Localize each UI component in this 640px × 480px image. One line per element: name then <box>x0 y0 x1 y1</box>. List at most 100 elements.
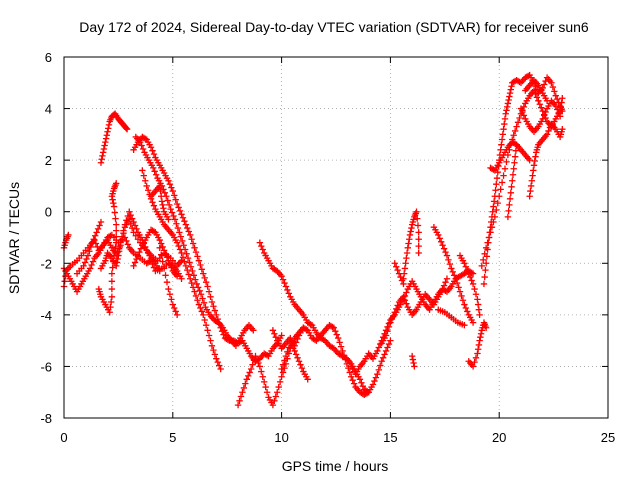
data-point <box>110 203 118 210</box>
data-point <box>403 254 410 262</box>
data-point <box>105 125 112 132</box>
data-points <box>60 71 566 409</box>
data-point <box>207 337 214 344</box>
data-point <box>506 195 514 203</box>
data-point <box>281 357 288 364</box>
data-point <box>485 234 493 241</box>
data-point <box>89 258 97 265</box>
data-point <box>462 263 470 270</box>
data-point <box>307 321 314 328</box>
data-point <box>118 233 126 240</box>
grid <box>64 57 608 418</box>
data-point <box>191 288 198 295</box>
data-point <box>475 341 483 349</box>
data-point <box>514 119 522 126</box>
data-point <box>284 286 291 294</box>
data-point <box>272 393 279 400</box>
data-point <box>171 192 178 199</box>
data-point <box>99 152 106 160</box>
data-point <box>144 187 152 194</box>
data-point <box>388 315 396 323</box>
data-point <box>216 362 223 369</box>
data-point <box>291 342 298 349</box>
data-point <box>113 221 120 228</box>
data-point <box>197 304 204 312</box>
data-point <box>109 196 116 203</box>
data-point <box>188 236 195 243</box>
data-point <box>234 401 242 409</box>
data-point <box>279 276 287 283</box>
data-point <box>202 321 210 329</box>
data-point <box>169 301 176 308</box>
data-point <box>200 311 207 319</box>
data-point <box>490 203 497 210</box>
data-point <box>480 256 487 264</box>
data-point <box>378 358 385 365</box>
data-point <box>159 201 166 209</box>
data-point <box>500 126 507 133</box>
data-point <box>173 220 180 227</box>
data-point <box>506 89 514 97</box>
data-point <box>100 145 108 153</box>
data-point <box>252 352 259 360</box>
data-point <box>397 273 404 281</box>
data-point <box>199 295 206 302</box>
data-point <box>478 262 485 270</box>
data-point <box>359 382 367 390</box>
data-point <box>375 366 382 374</box>
data-point <box>439 242 446 249</box>
data-point <box>459 297 467 304</box>
data-point <box>472 354 480 362</box>
data-point <box>334 334 342 342</box>
data-point <box>493 181 500 188</box>
data-point <box>481 250 488 258</box>
data-point <box>285 290 293 297</box>
data-point <box>126 208 133 215</box>
data-point <box>152 171 160 178</box>
data-point <box>311 336 319 343</box>
data-point <box>159 243 166 251</box>
data-point <box>160 247 168 254</box>
data-point <box>504 100 512 107</box>
data-point <box>440 282 448 289</box>
data-point <box>61 278 68 285</box>
data-point <box>182 221 190 228</box>
data-point <box>487 229 494 236</box>
data-point <box>272 334 279 341</box>
data-point <box>377 340 384 348</box>
data-point <box>492 187 499 194</box>
data-point <box>466 273 474 281</box>
data-point <box>415 249 422 257</box>
data-point <box>503 103 511 111</box>
data-point <box>162 272 169 279</box>
data-point <box>160 265 168 272</box>
data-point <box>390 312 397 319</box>
data-point <box>217 365 224 373</box>
x-tick-label: 5 <box>169 430 176 445</box>
data-point <box>164 197 171 204</box>
data-point <box>260 378 268 386</box>
data-point <box>385 340 393 348</box>
data-point <box>540 81 548 88</box>
data-point <box>133 255 140 263</box>
data-point <box>124 241 132 248</box>
data-point <box>165 216 172 223</box>
data-point <box>178 257 185 264</box>
data-point <box>391 260 398 267</box>
data-point <box>204 283 211 290</box>
data-point <box>124 212 132 220</box>
data-point <box>509 177 516 184</box>
data-point <box>477 330 485 337</box>
data-point <box>116 243 124 251</box>
data-point <box>102 138 109 146</box>
data-point <box>349 376 356 384</box>
data-point <box>415 229 422 236</box>
data-point <box>247 365 255 373</box>
data-point <box>108 285 116 293</box>
data-point <box>105 121 113 129</box>
data-point <box>126 216 133 223</box>
data-point <box>114 255 121 263</box>
data-point <box>190 272 198 279</box>
data-point <box>168 209 176 216</box>
data-point <box>87 243 95 251</box>
